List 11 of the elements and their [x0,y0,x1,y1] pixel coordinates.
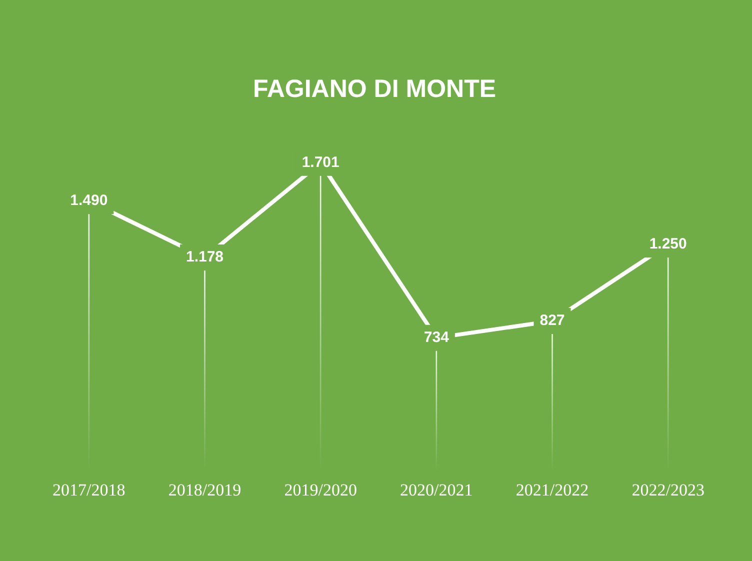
x-tick-label: 2019/2020 [284,480,357,500]
data-label: 1.701 [302,154,340,172]
x-tick-label: 2017/2018 [52,480,126,500]
x-tick-label: 2022/2023 [632,480,704,500]
data-label: 1.490 [70,192,108,210]
data-label: 1.178 [186,248,224,266]
chart-title: FAGIANO DI MONTE [252,74,496,103]
x-tick-label: 2021/2022 [516,480,589,500]
x-tick-label: 2018/2019 [168,480,242,500]
data-label: 1.250 [649,236,687,253]
x-tick-label: 2020/2021 [400,480,473,500]
